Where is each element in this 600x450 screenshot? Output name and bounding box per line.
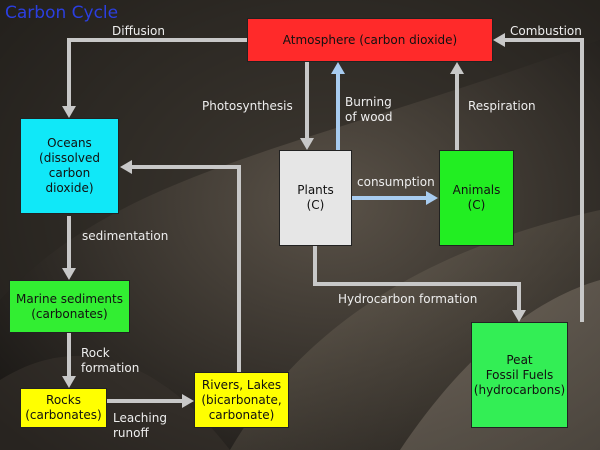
rock-formation-arrowhead	[62, 376, 76, 388]
hydrocarbon-arrowhead	[512, 310, 526, 322]
consumption-arrowhead	[426, 191, 438, 205]
marine-sediments-box: Marine sediments (carbonates)	[9, 280, 130, 333]
leaching-arrowhead	[182, 394, 194, 408]
respiration-arrowhead	[450, 62, 464, 74]
rocks-box: Rocks (carbonates)	[20, 388, 107, 428]
atmosphere-box: Atmosphere (carbon dioxide)	[247, 18, 493, 62]
hydrocarbon-arrow	[313, 246, 521, 312]
combustion-arrow	[503, 38, 584, 322]
fossil-fuels-box: Peat Fossil Fuels (hydrocarbons)	[471, 322, 568, 428]
leaching-runoff-label: Leaching runoff	[113, 411, 167, 440]
consumption-label: consumption	[357, 175, 435, 189]
sedimentation-label: sedimentation	[82, 229, 169, 243]
rock-formation-label: Rock formation	[81, 346, 140, 375]
diffusion-arrowhead	[62, 106, 76, 118]
plants-box: Plants (C)	[279, 150, 352, 246]
combustion-arrowhead	[493, 33, 505, 47]
diffusion-arrow	[67, 38, 247, 108]
rivers-lakes-box: Rivers, Lakes (bicarbonate, carbonate)	[194, 372, 289, 428]
rivers-to-oceans-arrow	[130, 165, 241, 372]
diffusion-label: Diffusion	[112, 24, 165, 38]
burning-of-wood-label: Burning of wood	[345, 95, 393, 124]
combustion-label: Combustion	[510, 24, 582, 38]
oceans-box: Oceans (dissolved carbon dioxide)	[20, 118, 119, 214]
burning-arrowhead	[331, 62, 345, 74]
sedimentation-arrowhead	[62, 268, 76, 280]
photosynthesis-label: Photosynthesis	[202, 99, 293, 113]
photosynthesis-arrowhead	[300, 138, 314, 150]
diagram-title: Carbon Cycle	[5, 3, 119, 23]
rivers-to-oceans-arrowhead	[120, 160, 132, 174]
respiration-label: Respiration	[468, 99, 536, 113]
animals-box: Animals (C)	[439, 150, 514, 246]
hydrocarbon-formation-label: Hydrocarbon formation	[338, 292, 478, 306]
